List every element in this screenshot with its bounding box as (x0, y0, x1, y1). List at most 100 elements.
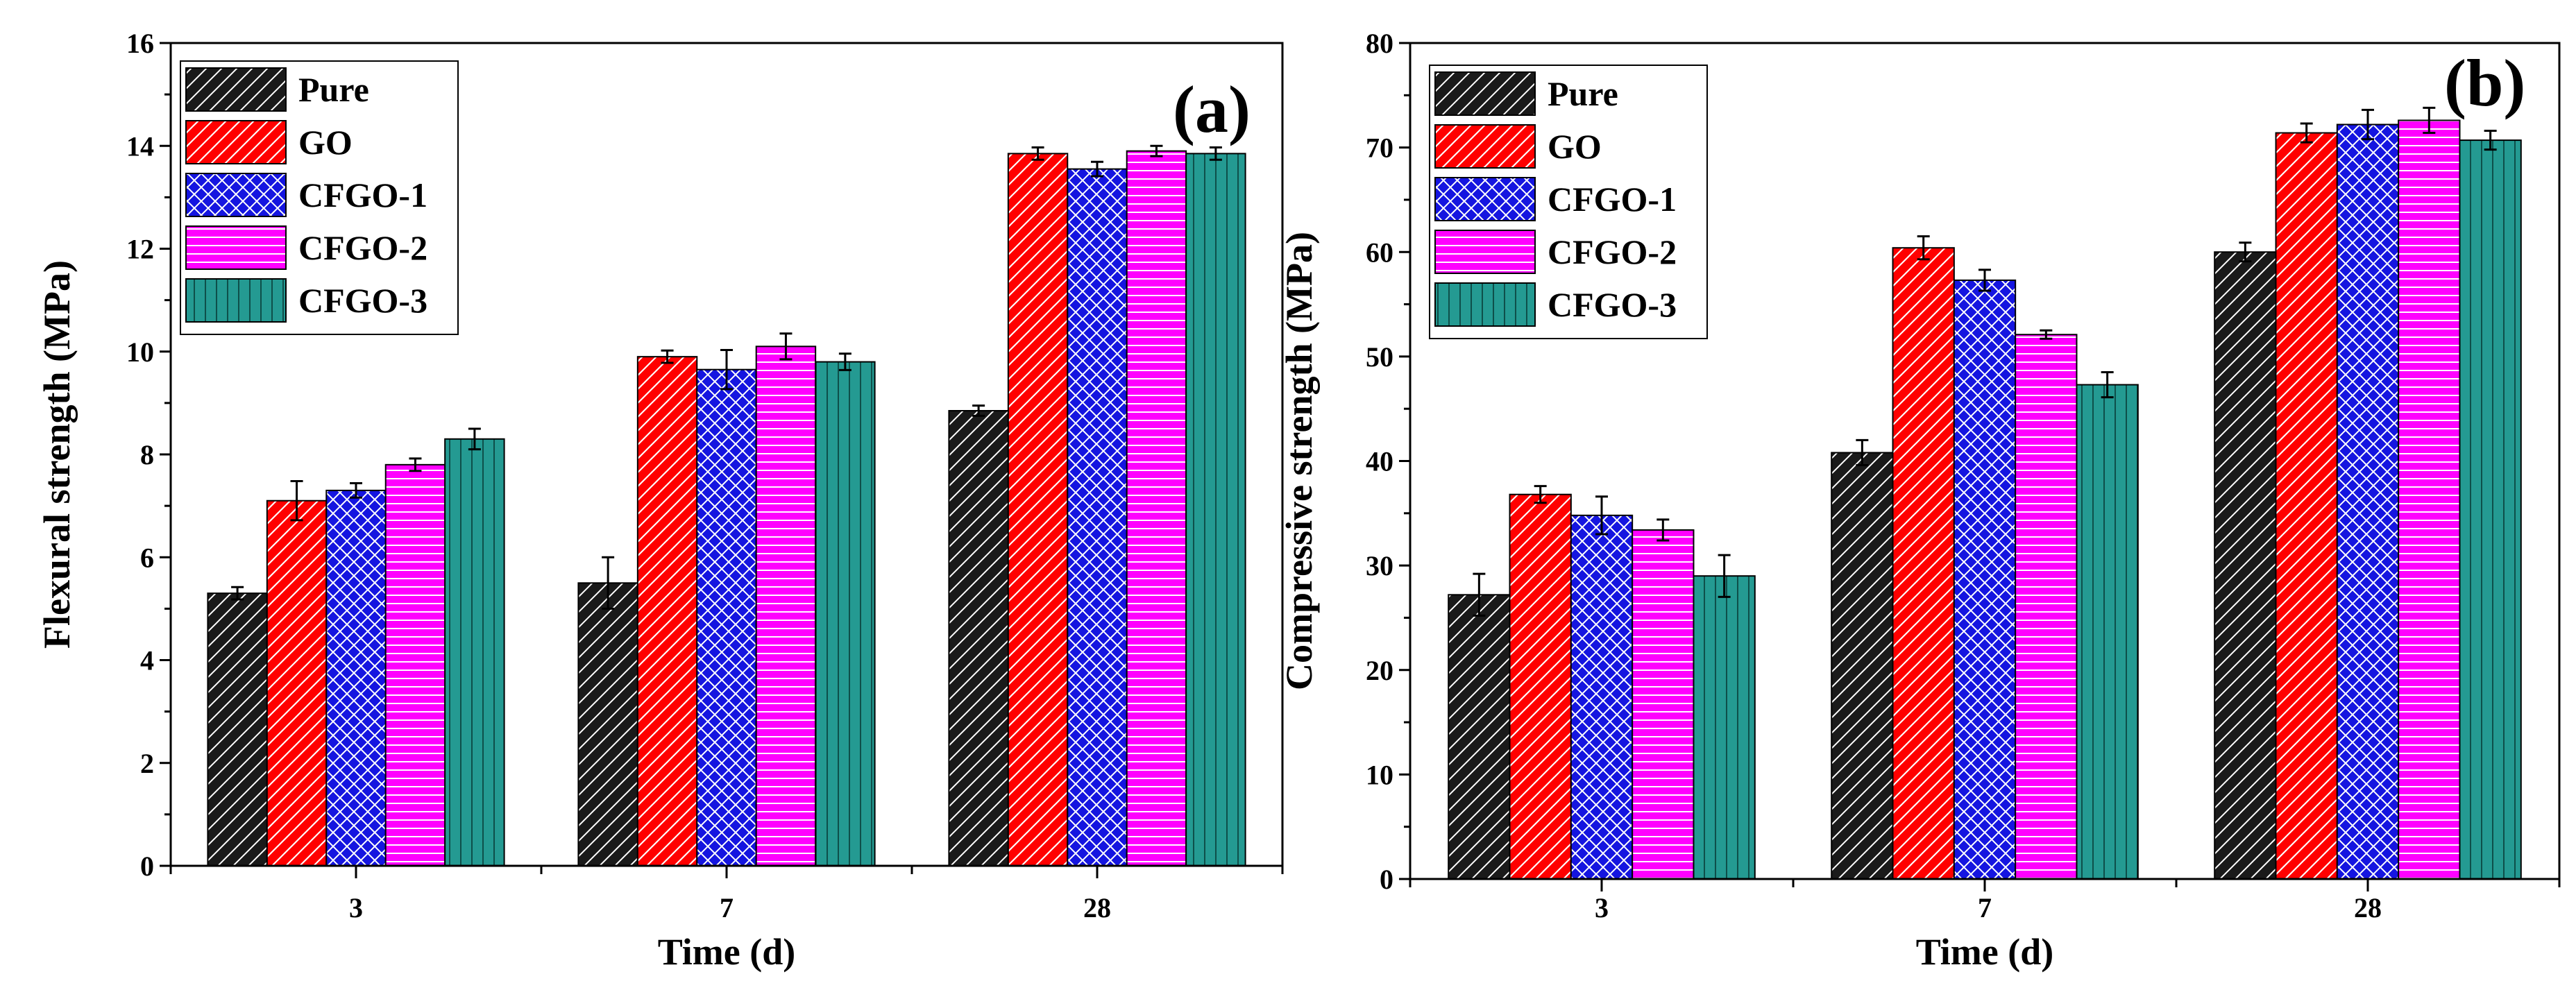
y-tick-label: 50 (1366, 341, 1393, 373)
error-bar-go-7d (1917, 235, 1930, 261)
x-tick-label: 7 (720, 892, 734, 923)
bar-go-28d (1007, 153, 1069, 867)
error-bar-pure-3d (1473, 572, 1486, 617)
error-bar-cfgo-1-7d (720, 349, 733, 391)
legend-swatch-cfgo-3 (185, 278, 287, 323)
chart-panel-b: 0 10 20 30 40 50 60 70 80 3 7 28 Time (d) Compressive… (1278, 28, 2561, 973)
bar-cfgo-2-3d (1632, 529, 1695, 880)
legend-label-cfgo-1: CFGO-1 (298, 176, 427, 214)
error-bar-go-3d (1534, 485, 1547, 504)
error-bar-cfgo-3-28d (1209, 146, 1222, 161)
bar-pure-28d (2214, 251, 2277, 880)
bar-go-7d (1892, 247, 1955, 880)
legend-label-cfgo-1: CFGO-1 (1548, 180, 1677, 219)
bar-cfgo-3-3d (444, 438, 505, 867)
legend-label-cfgo-2: CFGO-2 (1548, 232, 1677, 271)
error-bar-pure-7d (1856, 438, 1869, 467)
bar-cfgo-1-3d (1570, 514, 1634, 880)
legend-swatch-cfgo-2 (185, 225, 287, 270)
y-tick-label: 30 (1366, 550, 1393, 581)
y-tick-label: 2 (140, 748, 154, 779)
bar-pure-7d (577, 582, 638, 867)
legend-swatch-go (185, 120, 287, 164)
legend-label-cfgo-3: CFGO-3 (298, 281, 427, 320)
y-tick-label: 70 (1366, 133, 1393, 164)
x-tick-label: 28 (1083, 892, 1111, 923)
error-bar-cfgo-2-28d (2423, 106, 2436, 135)
bar-go-7d (636, 356, 698, 867)
legend-swatch-cfgo-1 (1434, 177, 1536, 221)
bar-cfgo-1-3d (325, 489, 387, 867)
x-tick-label: 28 (2354, 892, 2382, 923)
error-bar-cfgo-2-7d (2040, 329, 2053, 340)
bar-cfgo-3-28d (1185, 153, 1246, 867)
error-bar-go-7d (661, 349, 674, 364)
error-bar-cfgo-1-28d (2362, 108, 2374, 141)
y-axis-label: Compressive strength (MPa) (1278, 232, 1320, 690)
bar-cfgo-3-28d (2459, 139, 2522, 880)
error-bar-cfgo-3-28d (2484, 130, 2497, 151)
bar-cfgo-1-7d (696, 368, 757, 867)
error-bar-pure-3d (231, 586, 244, 601)
x-tick-label: 3 (349, 892, 363, 923)
error-bar-cfgo-1-3d (1595, 495, 1608, 536)
bar-pure-3d (1448, 594, 1511, 880)
error-bar-go-28d (2300, 122, 2313, 144)
chart-panel-a: 0 2 4 6 8 10 12 14 16 3 7 28 Time (d) Flexural streng… (36, 28, 1284, 973)
error-bar-cfgo-2-7d (779, 332, 793, 361)
bar-cfgo-3-3d (1693, 575, 1756, 880)
y-tick-label: 0 (1380, 864, 1393, 895)
legend-label-go: GO (298, 123, 353, 162)
bar-cfgo-3-7d (815, 361, 876, 867)
y-tick-label: 10 (126, 336, 154, 368)
bar-pure-7d (1831, 452, 1894, 880)
legend-swatch-go (1434, 124, 1536, 169)
legend-swatch-cfgo-2 (1434, 230, 1536, 274)
legend-label-go: GO (1548, 127, 1602, 166)
y-tick-label: 0 (140, 851, 154, 882)
y-tick-label: 16 (126, 28, 154, 59)
error-bar-cfgo-2-28d (1150, 144, 1163, 157)
y-tick-label: 8 (140, 439, 154, 470)
error-bar-go-3d (290, 480, 303, 522)
error-bar-cfgo-1-28d (1091, 160, 1103, 178)
bar-cfgo-1-7d (1953, 279, 2017, 880)
bar-cfgo-2-7d (755, 345, 817, 867)
y-tick-label: 40 (1366, 446, 1393, 477)
legend: Pure GO CFGO-1 CFGO-2 CFGO-3 (180, 60, 459, 335)
bar-go-3d (1509, 493, 1572, 880)
legend: Pure GO CFGO-1 CFGO-2 CFGO-3 (1429, 65, 1708, 339)
legend-swatch-cfgo-3 (1434, 282, 1536, 327)
error-bar-pure-28d (2239, 241, 2252, 263)
panel-label: (a) (1173, 72, 1251, 146)
y-tick-label: 4 (140, 645, 154, 676)
bar-pure-28d (948, 409, 1009, 867)
y-axis-label: Flexural strength (MPa) (36, 260, 78, 649)
bar-cfgo-2-28d (2398, 119, 2461, 880)
bar-cfgo-2-7d (2015, 334, 2078, 880)
error-bar-cfgo-1-7d (1978, 268, 1991, 292)
y-tick-label: 10 (1366, 759, 1393, 790)
legend-swatch-pure (185, 67, 287, 112)
bar-cfgo-2-3d (384, 463, 446, 867)
legend-label-cfgo-2: CFGO-2 (298, 228, 427, 267)
bar-cfgo-1-28d (2336, 123, 2400, 880)
bar-go-3d (266, 500, 328, 867)
y-tick-label: 12 (126, 234, 154, 265)
error-bar-pure-28d (972, 404, 985, 417)
error-bar-cfgo-3-3d (1718, 554, 1731, 598)
error-bar-cfgo-2-3d (1656, 518, 1670, 542)
bar-cfgo-2-28d (1126, 150, 1187, 867)
x-tick-label: 7 (1978, 892, 1992, 923)
error-bar-cfgo-3-7d (2101, 370, 2114, 399)
y-tick-label: 20 (1366, 655, 1393, 686)
bar-cfgo-3-7d (2076, 384, 2139, 880)
error-bar-pure-7d (602, 556, 615, 610)
error-bar-cfgo-1-3d (350, 482, 362, 499)
x-tick-label: 3 (1595, 892, 1609, 923)
bar-cfgo-1-28d (1067, 168, 1128, 867)
y-tick-label: 14 (126, 130, 154, 162)
legend-label-pure: Pure (1548, 74, 1618, 113)
error-bar-cfgo-3-3d (468, 427, 481, 451)
